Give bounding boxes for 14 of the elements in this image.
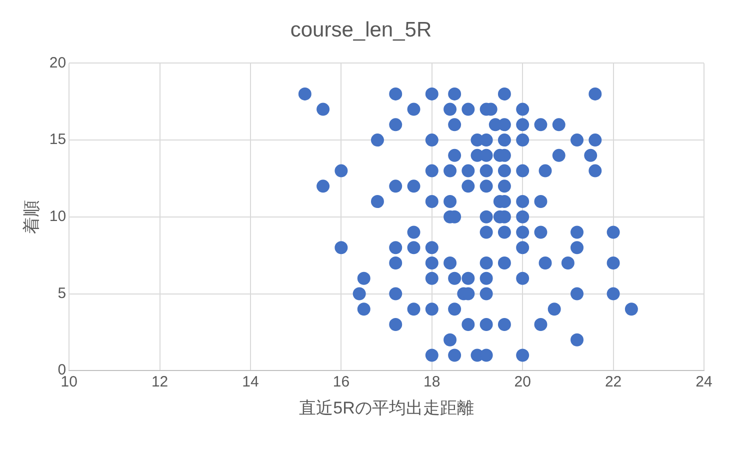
x-axis-title: 直近5Rの平均出走距離 bbox=[299, 398, 474, 418]
y-axis-title: 着順 bbox=[22, 200, 41, 234]
x-tick-label: 16 bbox=[332, 374, 350, 391]
chart-title: course_len_5R bbox=[290, 18, 432, 42]
x-tick-label: 24 bbox=[696, 374, 712, 391]
x-tick-label: 22 bbox=[604, 374, 622, 391]
x-tick-label: 12 bbox=[151, 374, 168, 391]
y-tick-label: 10 bbox=[49, 208, 66, 226]
x-tick-label: 20 bbox=[514, 374, 531, 391]
x-tick-label: 14 bbox=[242, 374, 259, 391]
y-tick-label: 15 bbox=[49, 131, 66, 148]
y-tick-label: 5 bbox=[58, 284, 66, 302]
y-tick-label: 20 bbox=[49, 54, 66, 72]
x-tick-label: 18 bbox=[424, 374, 440, 391]
